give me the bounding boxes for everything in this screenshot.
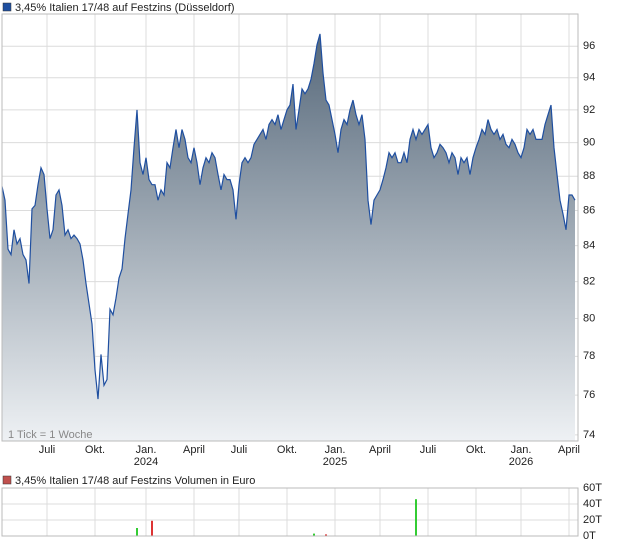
x-tick-label: Jan.: [511, 444, 532, 456]
area: [2, 33, 575, 442]
x-tick-sublabel: 2024: [134, 456, 158, 468]
plot-frame: [1, 487, 579, 537]
plot-area: [1, 13, 579, 442]
x-tick-label: Jan.: [325, 444, 346, 456]
y-tick-label: 0T: [583, 530, 596, 542]
legend-label: 3,45% Italien 17/48 auf Festzins (Düssel…: [15, 2, 235, 14]
x-tick-label: Juli: [231, 444, 248, 456]
y-tick-label: 96: [583, 40, 595, 52]
x-tick-label: Juli: [420, 444, 437, 456]
x-tick-label: Okt.: [466, 444, 486, 456]
y-tick-label: 80: [583, 312, 595, 324]
y-tick-label: 90: [583, 137, 595, 149]
plot-area: [1, 487, 579, 537]
y-tick-label: 92: [583, 104, 595, 116]
x-tick-label: Jan.: [136, 444, 157, 456]
x-tick-sublabel: 2025: [323, 456, 347, 468]
y-tick-label: 74: [583, 429, 595, 441]
y-tick-label: 84: [583, 240, 595, 252]
plot-background: [2, 488, 578, 536]
x-tick-sublabel: 2026: [509, 456, 533, 468]
y-tick-label: 88: [583, 170, 595, 182]
y-tick-label: 78: [583, 350, 595, 362]
x-tick-label: April: [558, 444, 580, 456]
legend-label: 3,45% Italien 17/48 auf Festzins Volumen…: [15, 475, 255, 487]
y-tick-label: 40T: [583, 498, 602, 510]
bar: [313, 533, 315, 536]
bar: [136, 528, 138, 536]
plot-frame: [1, 13, 579, 442]
y-tick-label: 86: [583, 204, 595, 216]
y-tick-label: 76: [583, 389, 595, 401]
x-tick-label: April: [369, 444, 391, 456]
legend-swatch: [2, 2, 12, 12]
line: [1, 33, 576, 400]
x-tick-label: Okt.: [85, 444, 105, 456]
bar: [415, 499, 417, 536]
y-tick-label: 82: [583, 276, 595, 288]
y-tick-label: 20T: [583, 514, 602, 526]
x-tick-label: Okt.: [277, 444, 297, 456]
y-tick-label: 60T: [583, 482, 602, 494]
bar: [151, 520, 153, 536]
y-tick-label: 94: [583, 72, 595, 84]
legend-swatch: [2, 475, 12, 485]
x-tick-label: April: [183, 444, 205, 456]
bar: [325, 534, 327, 536]
x-tick-label: Juli: [39, 444, 56, 456]
annotation: 1 Tick = 1 Woche: [8, 429, 92, 441]
